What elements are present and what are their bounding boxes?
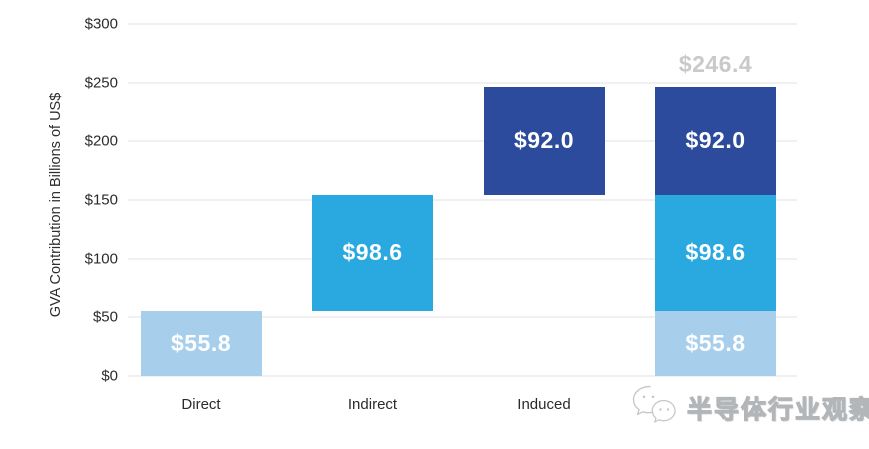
plot-area: $0 $50 $100 $150 $200 $250 $300 $55.8 $98.6 $92.0… xyxy=(85,16,797,385)
value-label: $92.0 xyxy=(513,127,575,154)
y-tick-label: $0 xyxy=(101,367,118,385)
gridline xyxy=(128,23,797,25)
y-tick-label: $100 xyxy=(84,250,118,268)
bar-segment-indirect: $98.6 xyxy=(312,194,433,311)
y-tick-label: $50 xyxy=(92,308,118,326)
y-tick-label: $150 xyxy=(84,191,118,209)
gridline xyxy=(128,375,797,377)
value-label: $55.8 xyxy=(685,329,746,356)
value-label: $92.0 xyxy=(685,127,746,154)
x-category-label: Indirect xyxy=(347,396,398,413)
x-category-label: Induced xyxy=(517,396,571,413)
gridline xyxy=(128,82,797,84)
value-label: $55.8 xyxy=(170,329,232,356)
value-label: $98.6 xyxy=(685,239,746,266)
total-value-label: $246.4 xyxy=(678,50,753,77)
bar-segment-induced-in-total: $92.0 xyxy=(655,86,776,195)
x-category-label: Direct xyxy=(181,396,221,413)
bar-segment-indirect-in-total: $98.6 xyxy=(655,194,776,311)
watermark-text: 半导体行业观察 xyxy=(686,395,869,424)
wechat-logo-icon xyxy=(630,383,678,432)
gridline xyxy=(128,199,797,201)
bar-segment-direct-in-total: $55.8 xyxy=(655,310,776,376)
bar-segment-induced: $92.0 xyxy=(483,86,605,195)
value-label: $98.6 xyxy=(342,239,403,266)
watermark: 半导体行业观察 xyxy=(630,383,869,432)
gridline xyxy=(128,316,797,318)
y-tick-label: $300 xyxy=(84,15,118,33)
y-tick-label: $250 xyxy=(84,74,118,92)
gridline xyxy=(128,140,797,142)
gridline xyxy=(128,258,797,260)
bar-segment-direct: $55.8 xyxy=(140,310,262,376)
y-tick-label: $200 xyxy=(84,132,118,150)
y-axis-title: GVA Contribution in Billions of US$ xyxy=(48,92,64,318)
